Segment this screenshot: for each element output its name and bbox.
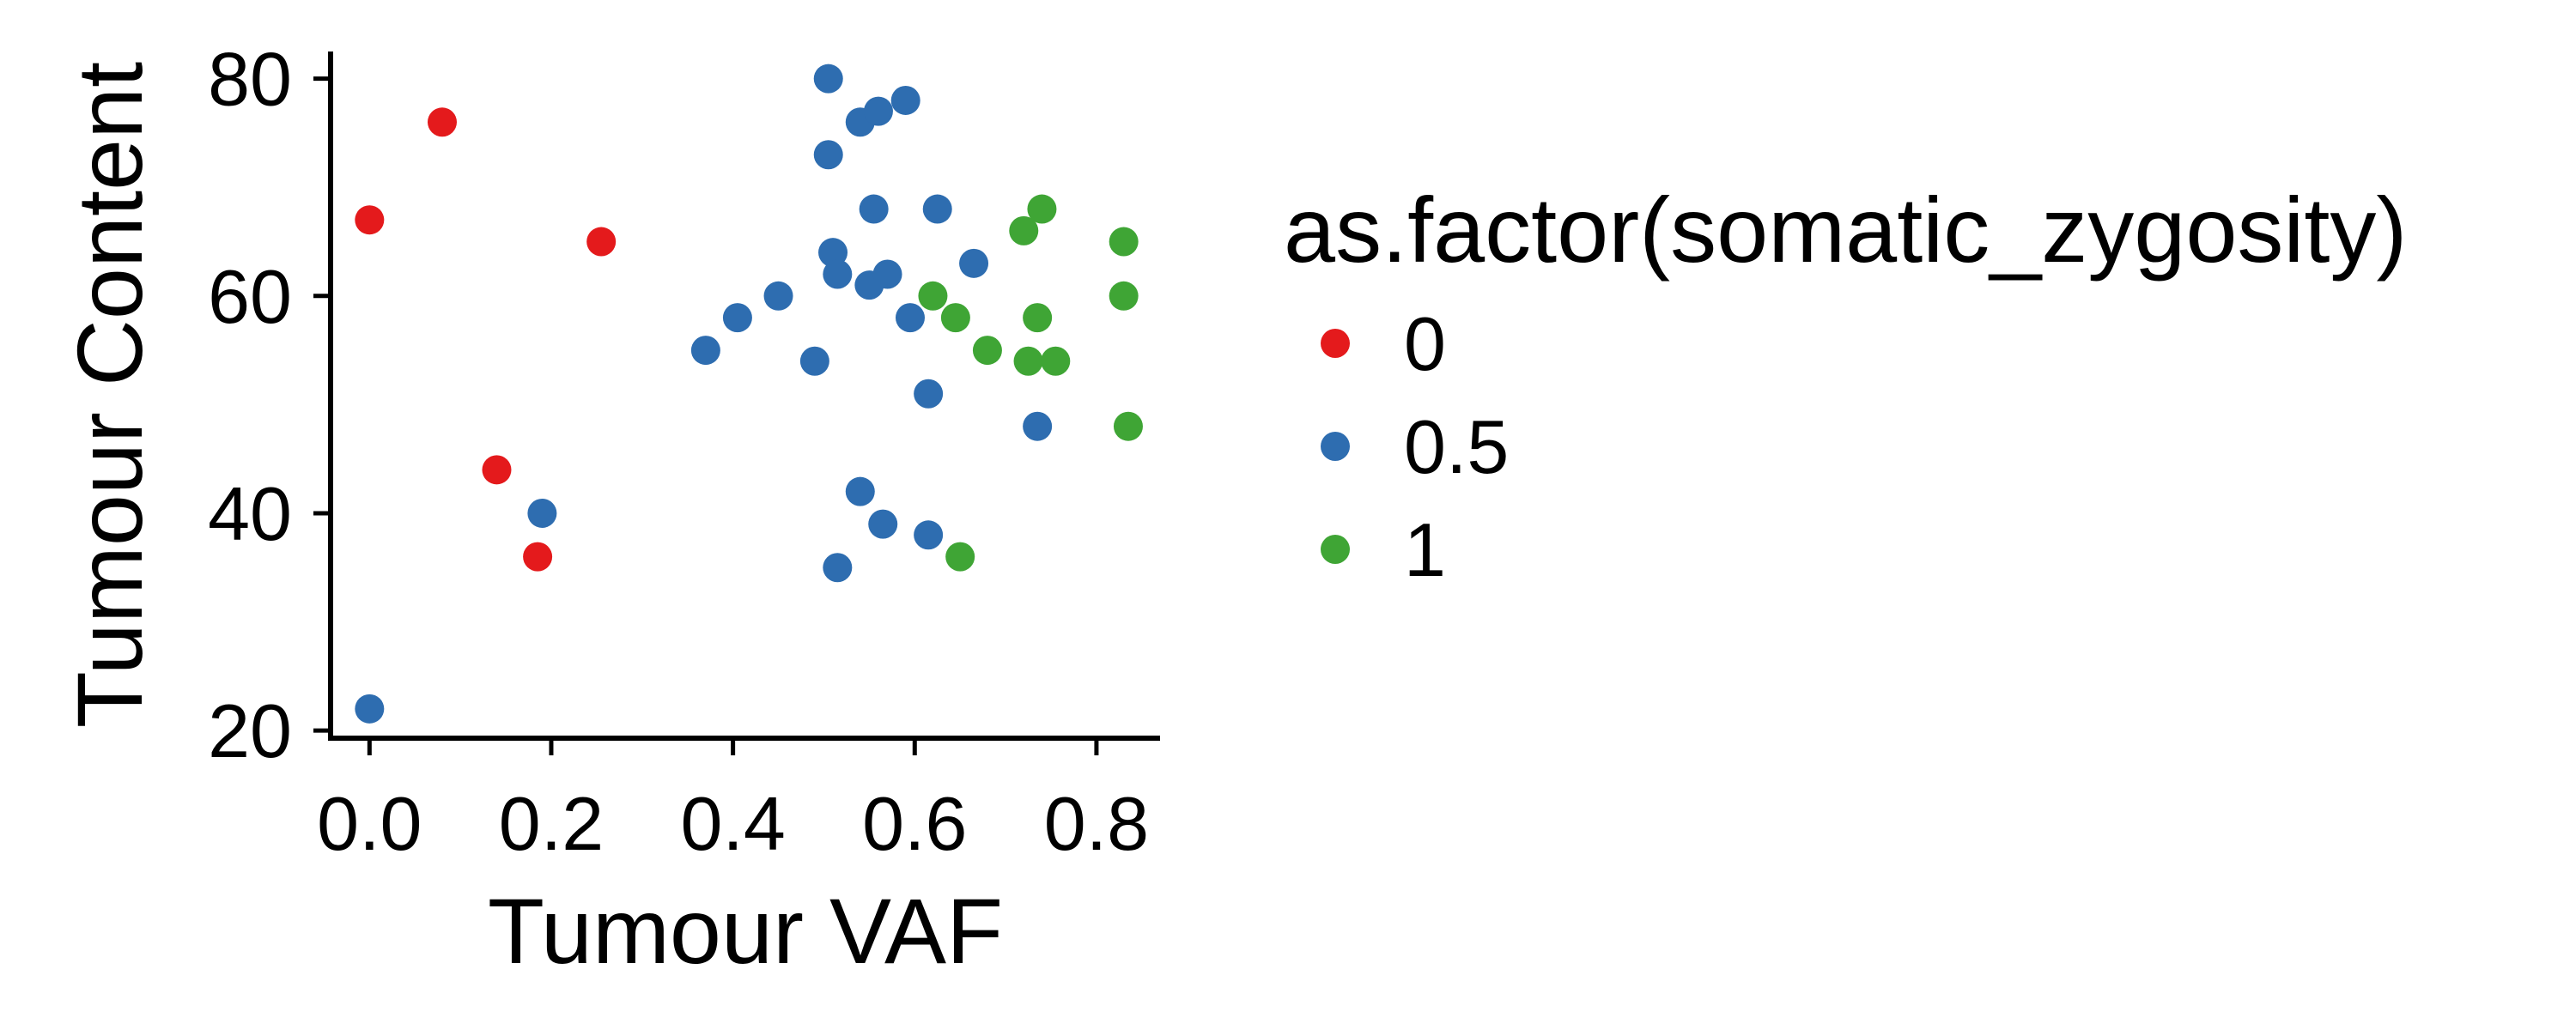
- y-tick-label: 40: [208, 471, 292, 556]
- y-tick-label: 60: [208, 254, 292, 339]
- data-point: [945, 542, 975, 572]
- data-point: [959, 248, 989, 278]
- x-tick-label: 0.8: [1044, 781, 1149, 866]
- data-point: [690, 336, 720, 366]
- y-tick-label: 20: [208, 688, 292, 773]
- x-tick-label: 0.2: [499, 781, 604, 866]
- legend-key: [1321, 535, 1350, 564]
- data-point: [813, 64, 843, 94]
- data-point: [922, 194, 952, 224]
- data-point: [863, 96, 893, 126]
- legend-items: 00.51: [1321, 301, 1509, 592]
- data-point: [523, 542, 553, 572]
- data-point: [918, 281, 948, 311]
- x-tick-label: 0.0: [317, 781, 422, 866]
- data-point: [914, 379, 944, 409]
- data-point: [586, 227, 617, 257]
- y-axis-title: Tumour Content: [58, 62, 161, 728]
- legend-title: as.factor(somatic_zygosity): [1284, 178, 2407, 282]
- data-point: [940, 303, 970, 333]
- data-point: [845, 476, 875, 506]
- data-point: [763, 281, 793, 311]
- data-point: [813, 140, 843, 170]
- data-point: [1109, 227, 1139, 257]
- data-point: [872, 259, 902, 289]
- legend-key: [1321, 329, 1350, 358]
- legend-label: 0.5: [1404, 404, 1509, 489]
- data-point: [1023, 411, 1053, 441]
- axes: [328, 52, 1160, 741]
- legend-label: 0: [1404, 301, 1446, 386]
- data-point: [355, 694, 385, 724]
- data-point: [355, 205, 385, 235]
- data-point: [823, 259, 853, 289]
- legend: as.factor(somatic_zygosity) 00.51: [1284, 178, 2407, 592]
- data-point: [823, 553, 853, 583]
- data-point: [818, 238, 848, 268]
- x-tick-label: 0.6: [862, 781, 967, 866]
- data-point: [868, 509, 898, 539]
- x-axis-title: Tumour VAF: [488, 879, 1003, 983]
- data-point: [482, 455, 512, 485]
- data-point: [914, 520, 944, 550]
- data-point: [427, 107, 457, 137]
- data-point: [972, 336, 1002, 366]
- x-ticks: 0.0 0.2 0.4 0.6 0.8: [317, 738, 1149, 866]
- y-tick-label: 80: [208, 37, 292, 122]
- data-point: [1009, 215, 1039, 245]
- data-point: [1113, 411, 1143, 441]
- data-point: [722, 303, 752, 333]
- data-point: [1013, 346, 1043, 376]
- data-point: [1027, 194, 1057, 224]
- x-tick-label: 0.4: [680, 781, 785, 866]
- data-point: [1023, 303, 1053, 333]
- y-ticks: 20 40 60 80: [208, 37, 331, 773]
- data-points: [355, 64, 1143, 724]
- legend-key: [1321, 432, 1350, 461]
- data-point: [890, 85, 920, 115]
- data-point: [1109, 281, 1139, 311]
- data-point: [1041, 346, 1071, 376]
- data-point: [859, 194, 889, 224]
- data-point: [527, 498, 557, 528]
- data-point: [895, 303, 925, 333]
- legend-label: 1: [1404, 507, 1446, 592]
- data-point: [799, 346, 829, 376]
